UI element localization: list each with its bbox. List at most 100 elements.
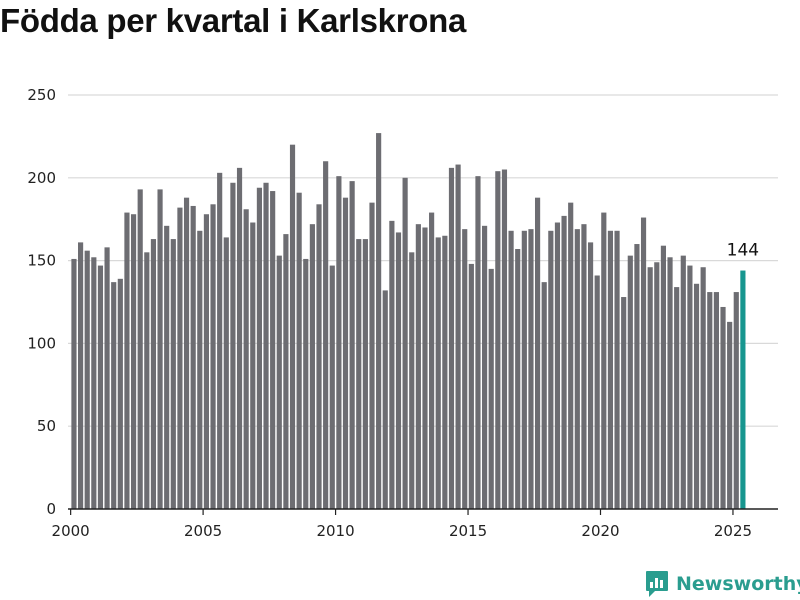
bar: [574, 229, 580, 510]
bar: [495, 171, 501, 509]
bar: [727, 321, 733, 509]
x-axis-ticks: [70, 509, 734, 515]
y-tick-label: 0: [46, 500, 56, 518]
bar: [256, 187, 262, 509]
bar: [482, 225, 488, 509]
bar: [223, 237, 229, 509]
chart-title: Födda per kvartal i Karlskrona: [0, 2, 467, 39]
x-tick-label: 2000: [52, 522, 90, 540]
bar: [230, 182, 236, 509]
bar: [250, 222, 256, 509]
bar: [376, 133, 382, 509]
bar-latest: [740, 270, 746, 509]
bar: [356, 239, 362, 509]
bar: [568, 202, 574, 509]
newsworthy-icon: [646, 571, 668, 597]
bar: [78, 242, 84, 509]
bar: [621, 297, 627, 509]
bar: [183, 197, 190, 509]
bar: [170, 239, 176, 509]
bar: [501, 169, 508, 509]
bar: [700, 267, 706, 509]
bar: [409, 252, 415, 509]
bar: [303, 258, 309, 509]
y-axis-labels: 0 50 100 150 200 250: [27, 86, 56, 518]
bar: [289, 144, 296, 509]
bar: [448, 167, 455, 509]
bar: [733, 292, 739, 509]
bar: [217, 172, 223, 509]
bar: [203, 214, 210, 509]
bar: [283, 234, 289, 509]
bar: [607, 230, 614, 510]
bar: [296, 192, 302, 510]
bar: [687, 265, 693, 509]
bar: [468, 263, 474, 509]
last-value-label: 144: [727, 241, 759, 261]
x-tick-label: 2020: [581, 522, 619, 540]
bar: [111, 282, 117, 509]
bar: [720, 306, 726, 509]
bar: [601, 212, 607, 510]
bar: [177, 207, 183, 509]
bar: [84, 250, 90, 509]
bar: [389, 220, 395, 509]
bar: [541, 282, 547, 509]
bar: [150, 239, 157, 509]
bar: [435, 237, 441, 509]
bar: [713, 292, 719, 509]
y-tick-label: 50: [37, 417, 56, 435]
bar: [362, 239, 368, 509]
bar: [117, 278, 123, 509]
bar: [515, 249, 521, 509]
x-tick-label: 2005: [184, 522, 222, 540]
bar: [91, 257, 97, 509]
bar: [316, 204, 322, 509]
y-tick-label: 200: [27, 169, 56, 187]
bar: [528, 229, 534, 510]
bar: [164, 225, 170, 509]
bar: [144, 252, 150, 509]
bar: [548, 230, 554, 510]
bar: [554, 222, 561, 509]
bar: [614, 230, 620, 510]
bar: [276, 255, 282, 509]
bar: [455, 164, 461, 509]
newsworthy-logo-text: Newsworthy: [676, 573, 800, 595]
bar: [243, 209, 249, 509]
bar: [627, 255, 633, 509]
bar: [534, 197, 541, 509]
bar: [104, 247, 110, 510]
bar: [561, 215, 567, 509]
bar: [488, 268, 494, 509]
bar: [654, 262, 660, 509]
bar: [369, 202, 375, 509]
bar: [137, 189, 143, 509]
bar: [382, 290, 388, 509]
bar: [594, 275, 600, 509]
bar: [309, 224, 315, 509]
bar: [130, 214, 137, 509]
bar: [210, 204, 216, 509]
bar: [634, 244, 640, 510]
bar: [263, 182, 269, 509]
bar: [395, 232, 402, 509]
bar: [667, 257, 673, 509]
bar: [680, 255, 686, 509]
bar: [97, 265, 104, 509]
bar: [674, 287, 680, 509]
bar: [647, 267, 653, 509]
bar: [660, 245, 667, 510]
bar: [462, 229, 468, 510]
bar: [336, 176, 342, 510]
bar: [581, 224, 587, 509]
x-tick-label: 2010: [316, 522, 354, 540]
bar: [422, 227, 428, 510]
bar: [429, 212, 435, 510]
y-tick-label: 250: [27, 86, 56, 104]
x-axis-labels: 2000 2005 2010 2015 2020 2025: [52, 522, 753, 540]
bar: [329, 265, 335, 509]
newsworthy-logo[interactable]: Newsworthy: [645, 570, 800, 598]
bar: [508, 230, 514, 510]
